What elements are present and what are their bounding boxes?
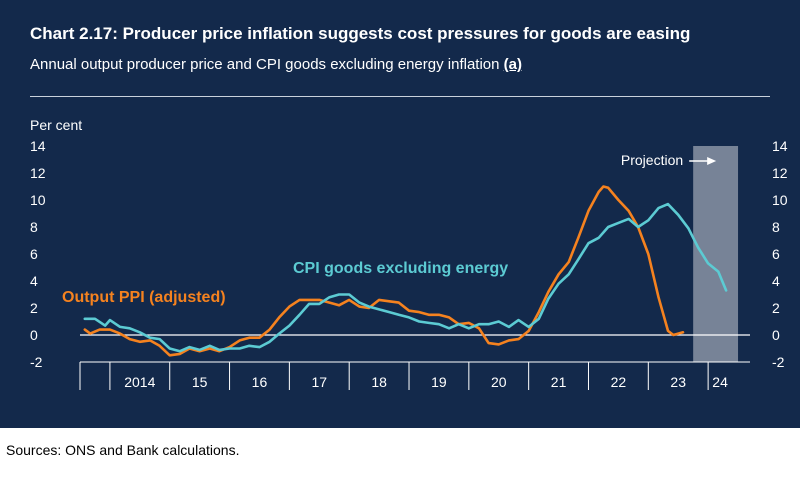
x-tick-label: 21 <box>551 374 567 390</box>
y-tick-label-right: 14 <box>772 138 788 154</box>
chart-title: Chart 2.17: Producer price inflation sug… <box>30 24 691 43</box>
y-axis-unit-label: Per cent <box>30 117 82 133</box>
y-tick-label-left: 12 <box>30 165 46 181</box>
series-line-cpi <box>83 202 728 353</box>
y-tick-label-right: 12 <box>772 165 788 181</box>
y-tick-label-left: 14 <box>30 138 46 154</box>
y-tick-label-right: -2 <box>772 354 785 370</box>
sources-note: Sources: ONS and Bank calculations. <box>6 442 240 458</box>
x-tick-label: 19 <box>431 374 447 390</box>
y-tick-label-left: 6 <box>30 246 38 262</box>
x-tick-label: 15 <box>192 374 208 390</box>
y-tick-label-right: 8 <box>772 219 780 235</box>
y-tick-label-right: 6 <box>772 246 780 262</box>
subtitle-footnote-link[interactable]: (a) <box>503 56 522 73</box>
projection-arrow-head <box>707 157 717 165</box>
y-tick-label-right: 10 <box>772 192 788 208</box>
projection-band <box>693 146 739 362</box>
chart-subtitle: Annual output producer price and CPI goo… <box>30 56 522 73</box>
y-tick-label-left: 0 <box>30 327 38 343</box>
x-tick-label: 22 <box>611 374 627 390</box>
x-tick-label: 20 <box>491 374 507 390</box>
y-tick-label-right: 2 <box>772 300 780 316</box>
series-line-ppi <box>83 185 685 357</box>
y-tick-label-left: -2 <box>30 354 43 370</box>
title-divider <box>30 96 770 97</box>
series-label-ppi: Output PPI (adjusted) <box>62 289 226 306</box>
y-tick-label-left: 2 <box>30 300 38 316</box>
subtitle-text: Annual output producer price and CPI goo… <box>30 56 500 73</box>
x-tick-label: 16 <box>252 374 268 390</box>
x-tick-label: 18 <box>371 374 387 390</box>
x-tick-label: 2014 <box>124 374 155 390</box>
y-tick-label-left: 8 <box>30 219 38 235</box>
x-tick-label: 17 <box>311 374 327 390</box>
series-label-cpi: CPI goods excluding energy <box>293 260 508 277</box>
y-tick-label-right: 0 <box>772 327 780 343</box>
y-tick-label-right: 4 <box>772 273 780 289</box>
x-tick-label: 24 <box>712 374 728 390</box>
x-tick-label: 23 <box>670 374 686 390</box>
y-tick-label-left: 4 <box>30 273 38 289</box>
y-tick-label-left: 10 <box>30 192 46 208</box>
projection-label: Projection <box>621 152 683 168</box>
chart-panel <box>0 0 800 428</box>
